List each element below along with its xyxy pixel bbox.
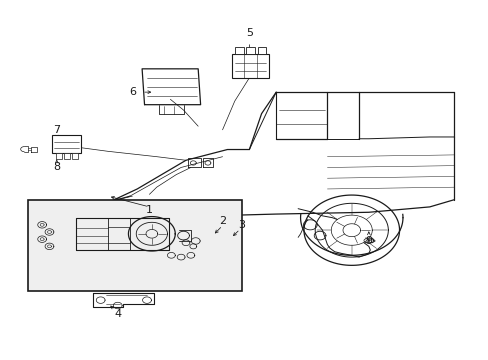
Text: 9: 9 — [365, 236, 372, 246]
Text: 6: 6 — [128, 87, 136, 97]
Bar — [52, 135, 81, 153]
Text: 2: 2 — [219, 216, 225, 226]
Bar — [232, 54, 268, 78]
Text: 7: 7 — [53, 125, 60, 135]
Bar — [245, 47, 254, 54]
Bar — [27, 200, 242, 291]
Text: 8: 8 — [53, 162, 60, 172]
Text: 5: 5 — [245, 28, 252, 38]
Text: 3: 3 — [238, 220, 245, 230]
Text: 4: 4 — [114, 310, 121, 319]
Bar — [64, 153, 70, 159]
Bar — [56, 153, 61, 159]
Bar — [257, 47, 266, 54]
Bar — [234, 47, 243, 54]
Bar — [72, 153, 78, 159]
Text: 1: 1 — [145, 206, 153, 216]
